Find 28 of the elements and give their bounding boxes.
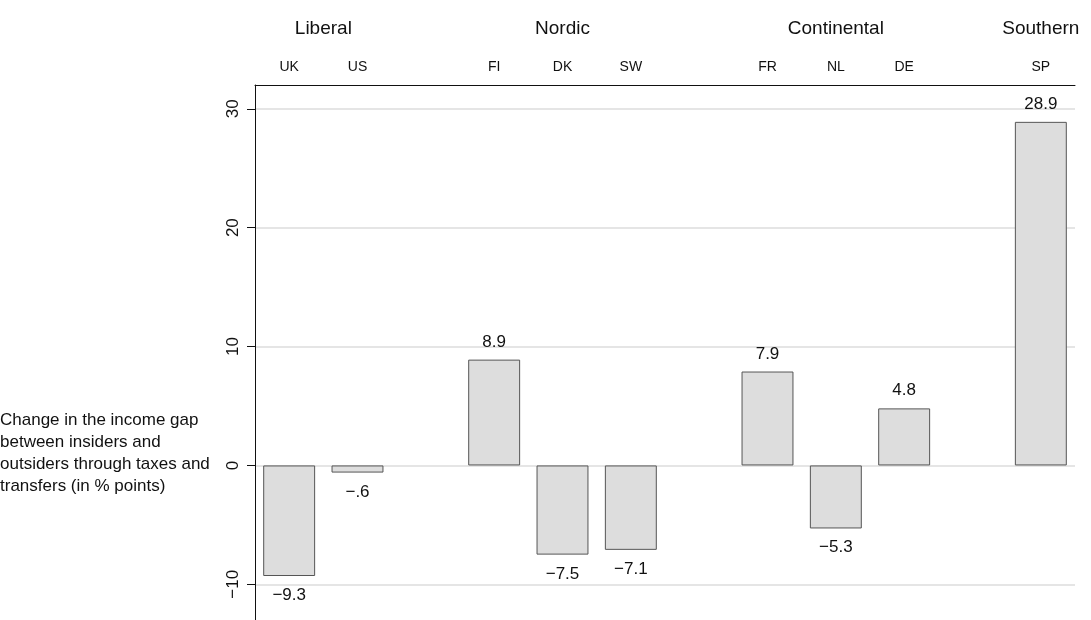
x-tick-label: SW — [619, 58, 643, 74]
data-label: −9.3 — [272, 585, 306, 605]
data-label: −7.5 — [545, 563, 580, 583]
y-tick-label: 10 — [223, 337, 242, 357]
x-tick-label: DE — [894, 58, 914, 74]
x-tick-label: UK — [279, 58, 300, 74]
data-label: −7.1 — [614, 558, 648, 578]
data-label: −.6 — [345, 481, 370, 501]
data-label: 4.8 — [892, 380, 916, 400]
text: Liberal — [294, 17, 352, 38]
data-label: 7.9 — [755, 343, 780, 363]
y-tick-label: 0 — [223, 460, 242, 471]
text: Southern — [1002, 17, 1080, 38]
x-tick-label: US — [347, 58, 368, 74]
x-tick-label: DK — [552, 58, 573, 74]
y-tick-label: 30 — [223, 99, 242, 119]
x-tick-label: NL — [826, 58, 845, 74]
text: Nordic — [535, 17, 590, 38]
y-tick-label: 20 — [223, 218, 242, 238]
data-label: 28.9 — [1024, 93, 1058, 113]
data-label: −5.3 — [819, 537, 853, 557]
x-tick-label: FI — [487, 58, 501, 74]
data-label: 8.9 — [482, 331, 506, 351]
x-tick-label: SP — [1031, 58, 1051, 74]
y-axis-title: Change in the income gap between insiders and outsiders through taxes and transfers (in % points) — [0, 409, 215, 495]
text: Continental — [787, 17, 884, 38]
y-tick-label: −10 — [223, 569, 242, 599]
x-tick-label: FR — [758, 58, 777, 74]
